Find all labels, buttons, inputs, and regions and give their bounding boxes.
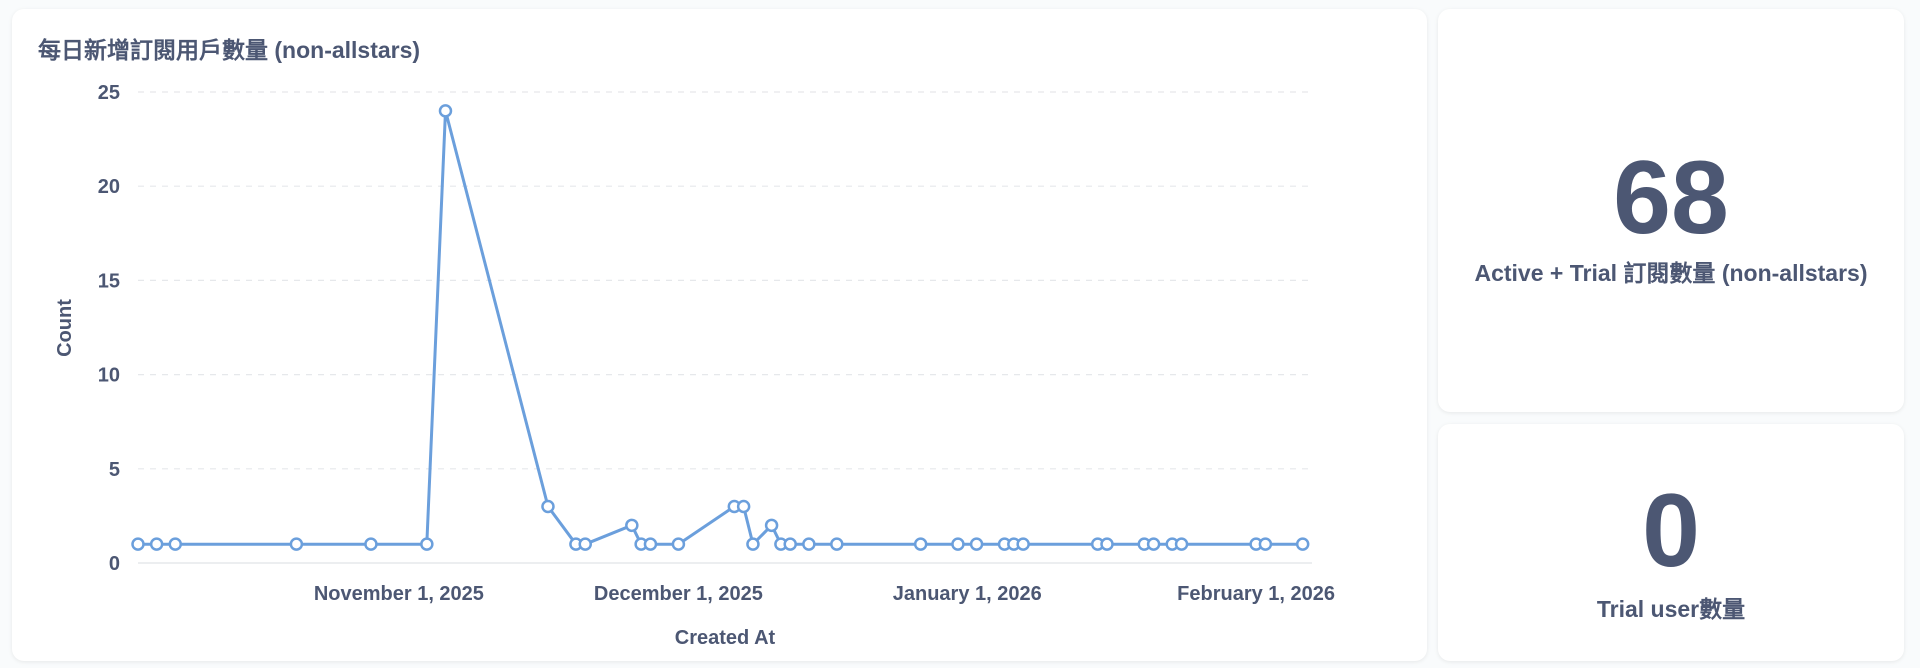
- data-point[interactable]: [1146, 537, 1161, 551]
- x-axis-title: Created At: [675, 627, 776, 649]
- data-point[interactable]: [625, 518, 639, 533]
- data-point[interactable]: [420, 537, 434, 551]
- x-tick-label: February 1, 2026: [1177, 583, 1335, 605]
- chart-title[interactable]: 每日新增訂閱用戶數量 (non-allstars): [38, 37, 421, 63]
- x-tick-label: November 1, 2025: [314, 583, 484, 605]
- line-chart-card: 每日新增訂閱用戶數量 (non-allstars) 0 5 10 15 20 25 Nove…: [12, 9, 1427, 661]
- data-point[interactable]: [131, 537, 145, 551]
- data-point[interactable]: [289, 537, 304, 551]
- data-point[interactable]: [764, 518, 779, 533]
- data-point[interactable]: [438, 104, 453, 118]
- line-chart: 0 5 10 15 20 25 November 1, 2025 December 1, 20…: [54, 82, 1335, 649]
- active-trial-label[interactable]: Active + Trial 訂閱數量 (non-allstars): [1474, 260, 1868, 286]
- y-tick-label: 10: [98, 365, 120, 387]
- data-point[interactable]: [951, 537, 965, 551]
- data-point[interactable]: [578, 537, 592, 551]
- active-trial-scalar-card: 68 Active + Trial 訂閱數量 (non-allstars): [1438, 9, 1904, 412]
- y-tick-label: 5: [109, 459, 120, 481]
- data-point[interactable]: [746, 537, 760, 551]
- data-point[interactable]: [1174, 537, 1189, 551]
- data-point[interactable]: [1100, 537, 1114, 551]
- trial-user-label[interactable]: Trial user數量: [1596, 596, 1746, 622]
- series-line: [138, 109, 1303, 546]
- data-point[interactable]: [1295, 537, 1310, 551]
- data-point[interactable]: [830, 537, 844, 551]
- data-point[interactable]: [364, 537, 378, 551]
- data-point[interactable]: [643, 537, 658, 551]
- data-point[interactable]: [1016, 537, 1030, 551]
- y-tick-label: 25: [98, 82, 120, 104]
- trial-user-scalar-card: 0 Trial user數量: [1438, 424, 1904, 661]
- data-point[interactable]: [913, 537, 928, 551]
- active-trial-count: 68: [1613, 140, 1729, 256]
- data-point[interactable]: [541, 499, 555, 514]
- y-tick-label: 15: [98, 270, 120, 292]
- data-point[interactable]: [149, 537, 164, 551]
- x-tick-label: December 1, 2025: [594, 583, 763, 605]
- trial-user-count: 0: [1642, 473, 1700, 589]
- data-point[interactable]: [783, 537, 797, 551]
- x-tick-label: January 1, 2026: [893, 583, 1042, 605]
- data-point[interactable]: [168, 537, 183, 551]
- data-point[interactable]: [969, 537, 984, 551]
- data-point[interactable]: [736, 499, 751, 514]
- y-tick-label: 0: [109, 553, 120, 575]
- data-point[interactable]: [802, 537, 816, 551]
- y-axis-title: Count: [54, 299, 76, 357]
- data-point[interactable]: [671, 537, 686, 551]
- y-tick-label: 20: [98, 176, 120, 198]
- data-point[interactable]: [1258, 537, 1273, 551]
